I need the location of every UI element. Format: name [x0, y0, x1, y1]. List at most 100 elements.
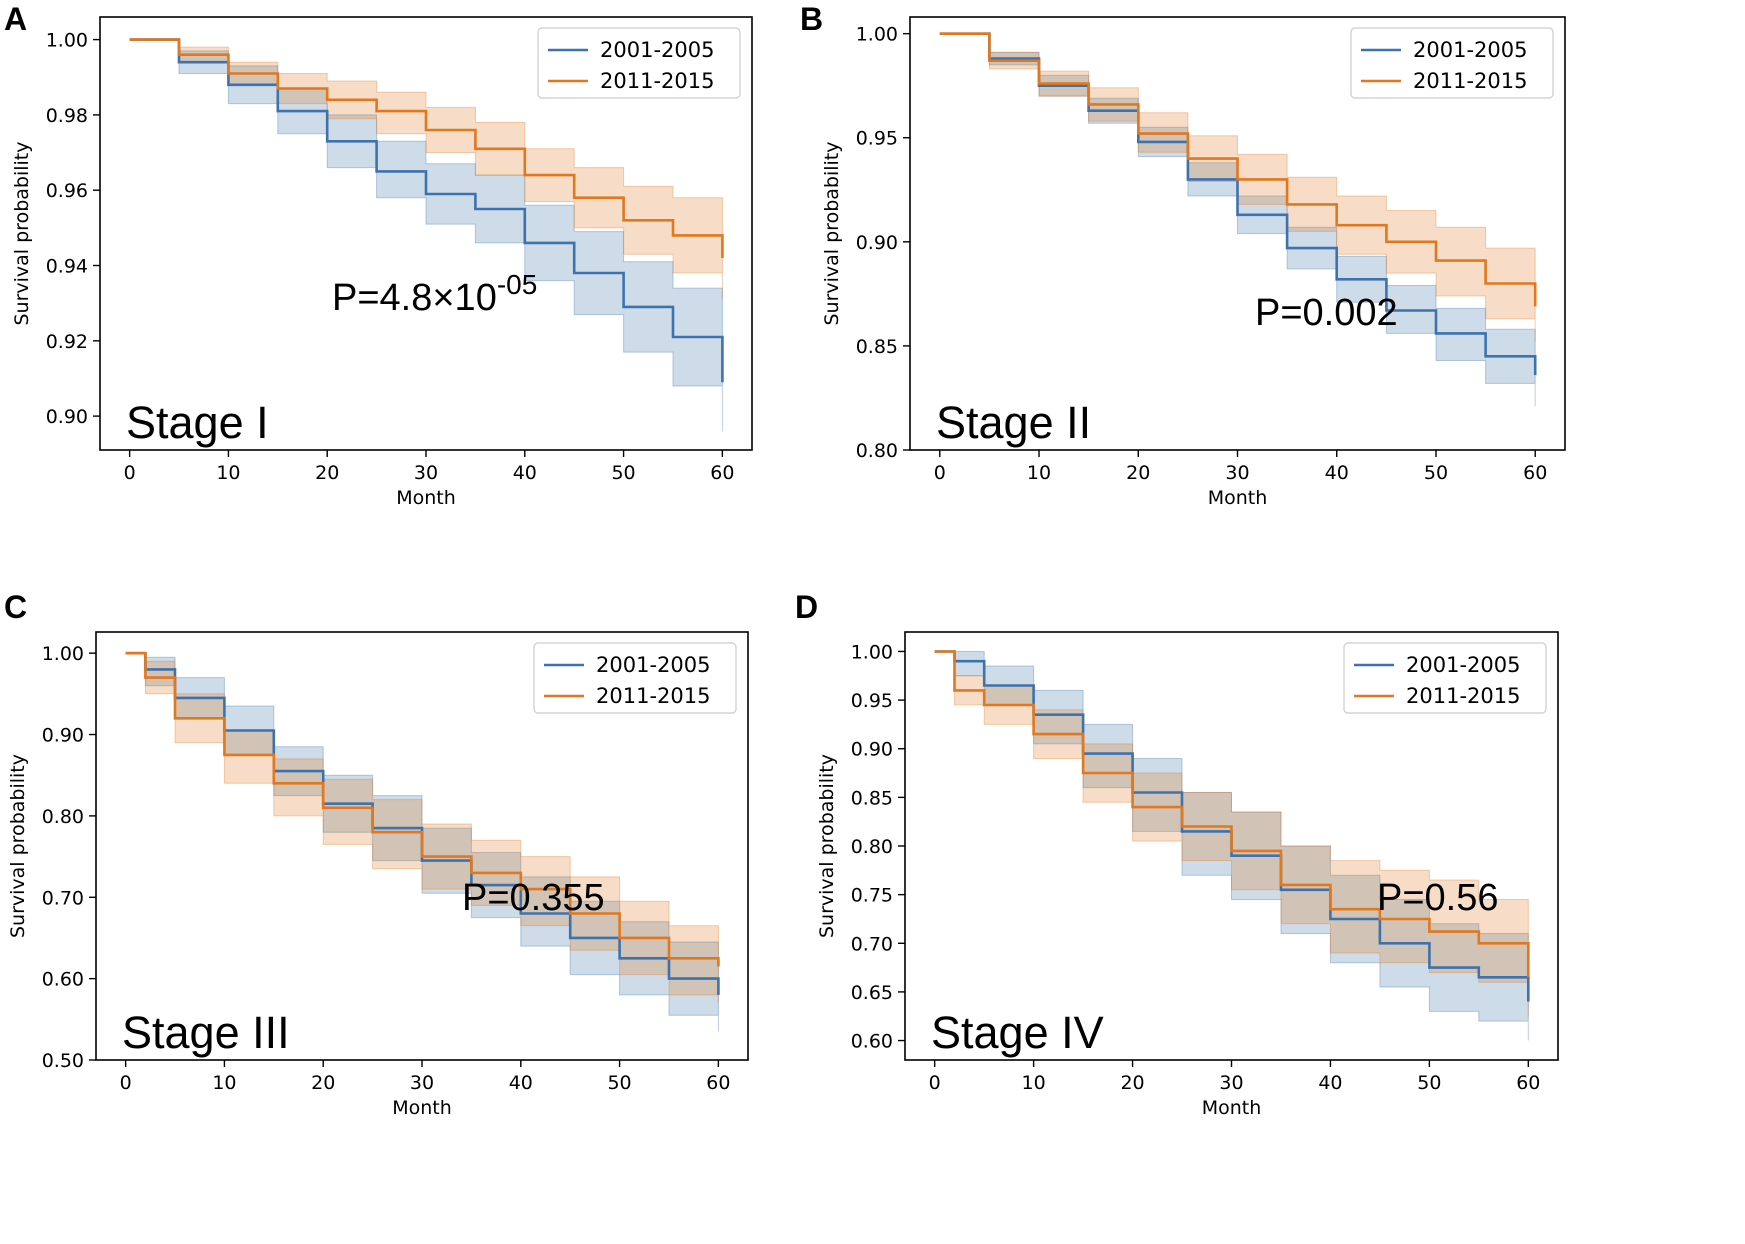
survival-line-2011-2015 — [939, 32, 1537, 307]
legend-box — [1350, 27, 1554, 99]
chart-panel-b: B 0 10 20 30 40 50 60 0.80 0.85 0.90 0.95 1.00 Month S… — [800, 1, 1566, 509]
x-tick-label: 30 — [1225, 462, 1249, 484]
survival-line-2011-2015 — [934, 650, 1530, 978]
p-value-main: P=0.56 — [1377, 877, 1499, 919]
y-tick-label: 0.50 — [42, 1050, 84, 1072]
x-tick-label: 40 — [509, 1072, 533, 1094]
x-tick-label: 60 — [710, 462, 734, 484]
legend-label: 2011-2015 — [600, 69, 714, 93]
legend-label: 2001-2005 — [1406, 653, 1520, 677]
y-tick-label: 0.98 — [46, 105, 88, 127]
x-axis-label: Month — [1202, 1097, 1262, 1119]
legend-label: 2011-2015 — [1406, 684, 1520, 708]
y-tick-label: 0.70 — [851, 933, 893, 955]
y-tick-label: 0.90 — [856, 232, 898, 254]
survival-line-2011-2015 — [129, 38, 724, 258]
x-tick-label: 0 — [934, 462, 946, 484]
y-tick-label: 0.80 — [856, 440, 898, 462]
p-value-main: P=4.8×10 — [332, 277, 497, 319]
y-tick-label: 0.85 — [856, 336, 898, 358]
chart-panel-a: A 0 10 20 30 40 50 60 0.90 0.92 0.94 0.96 0.98 1.00 Mo… — [4, 1, 753, 509]
y-tick-label: 0.95 — [851, 690, 893, 712]
legend-box — [533, 642, 737, 714]
y-axis-label: Survival probability — [11, 141, 33, 325]
legend-label: 2001-2005 — [596, 653, 710, 677]
legend-label: 2001-2005 — [600, 38, 714, 62]
survival-line-2011-2015 — [125, 651, 720, 967]
x-tick-label: 50 — [611, 462, 635, 484]
y-tick-label: 0.60 — [42, 969, 84, 991]
y-tick-label: 0.60 — [851, 1031, 893, 1053]
p-value: P=0.002 — [1255, 292, 1398, 334]
y-axis-label: Survival probability — [7, 754, 29, 938]
y-tick-label: 0.75 — [851, 885, 893, 907]
y-tick-label: 1.00 — [856, 24, 898, 46]
panel-letter: A — [4, 1, 27, 37]
plot-area — [129, 38, 724, 432]
legend-box — [537, 27, 741, 99]
x-tick-label: 30 — [1219, 1072, 1243, 1094]
stage-label: Stage II — [936, 397, 1091, 448]
plot-area — [939, 32, 1537, 407]
plot-area — [125, 651, 720, 1032]
x-tick-label: 50 — [1424, 462, 1448, 484]
x-tick-label: 40 — [513, 462, 537, 484]
survival-line-2001-2005 — [129, 38, 724, 383]
y-tick-label: 1.00 — [46, 30, 88, 52]
x-axis-label: Month — [1208, 487, 1268, 509]
x-tick-label: 20 — [315, 462, 339, 484]
chart-panel-c: C 0 10 20 30 40 50 60 0.50 0.60 0.70 0.80 0.90 1.00 Mo… — [4, 589, 749, 1119]
x-axis-label: Month — [396, 487, 456, 509]
y-tick-label: 0.80 — [851, 836, 893, 858]
stage-label: Stage IV — [931, 1007, 1104, 1058]
x-tick-label: 50 — [607, 1072, 631, 1094]
survival-line-2001-2005 — [125, 651, 720, 995]
legend: 2001-2005 2011-2015 — [1350, 27, 1554, 99]
x-tick-label: 0 — [124, 462, 136, 484]
ci-band-2001-2005 — [939, 33, 1536, 407]
chart-panel-d: D 0 10 20 30 40 50 60 0.60 0.65 0.70 0.75 0.80 0.85 0.… — [795, 589, 1559, 1119]
x-tick-label: 60 — [1523, 462, 1547, 484]
panel-letter: C — [4, 589, 27, 625]
y-tick-label: 0.90 — [46, 406, 88, 428]
y-tick-label: 0.85 — [851, 787, 893, 809]
y-axis-label: Survival probability — [816, 754, 838, 938]
y-tick-label: 0.96 — [46, 180, 88, 202]
plot-area — [934, 650, 1530, 1041]
x-tick-label: 20 — [1126, 462, 1150, 484]
x-tick-label: 30 — [414, 462, 438, 484]
x-tick-label: 0 — [929, 1072, 941, 1094]
x-axis-label: Month — [392, 1097, 452, 1119]
x-tick-label: 20 — [311, 1072, 335, 1094]
x-tick-label: 10 — [1027, 462, 1051, 484]
y-tick-label: 0.90 — [851, 739, 893, 761]
legend-box — [1343, 642, 1547, 714]
p-value-main: P=0.355 — [462, 877, 605, 919]
legend-label: 2001-2005 — [1413, 38, 1527, 62]
p-value-exponent: -05 — [497, 269, 537, 300]
p-value: P=0.56 — [1377, 877, 1499, 919]
y-tick-label: 0.80 — [42, 806, 84, 828]
x-tick-label: 60 — [1516, 1072, 1540, 1094]
legend: 2001-2005 2011-2015 — [533, 642, 737, 714]
y-tick-label: 0.70 — [42, 887, 84, 909]
x-tick-label: 30 — [410, 1072, 434, 1094]
x-tick-label: 10 — [212, 1072, 236, 1094]
x-tick-label: 10 — [1022, 1072, 1046, 1094]
ci-band-2001-2005 — [129, 39, 723, 432]
y-tick-label: 0.95 — [856, 128, 898, 150]
x-tick-label: 0 — [120, 1072, 132, 1094]
x-tick-label: 40 — [1325, 462, 1349, 484]
x-tick-label: 40 — [1318, 1072, 1342, 1094]
x-tick-label: 60 — [706, 1072, 730, 1094]
p-value: P=4.8×10-05 — [332, 269, 537, 319]
y-tick-label: 0.94 — [46, 256, 88, 278]
legend: 2001-2005 2011-2015 — [537, 27, 741, 99]
panel-letter: D — [795, 589, 818, 625]
legend: 2001-2005 2011-2015 — [1343, 642, 1547, 714]
y-tick-label: 0.65 — [851, 982, 893, 1004]
y-tick-label: 0.90 — [42, 725, 84, 747]
stage-label: Stage III — [122, 1007, 290, 1058]
p-value-main: P=0.002 — [1255, 292, 1398, 334]
